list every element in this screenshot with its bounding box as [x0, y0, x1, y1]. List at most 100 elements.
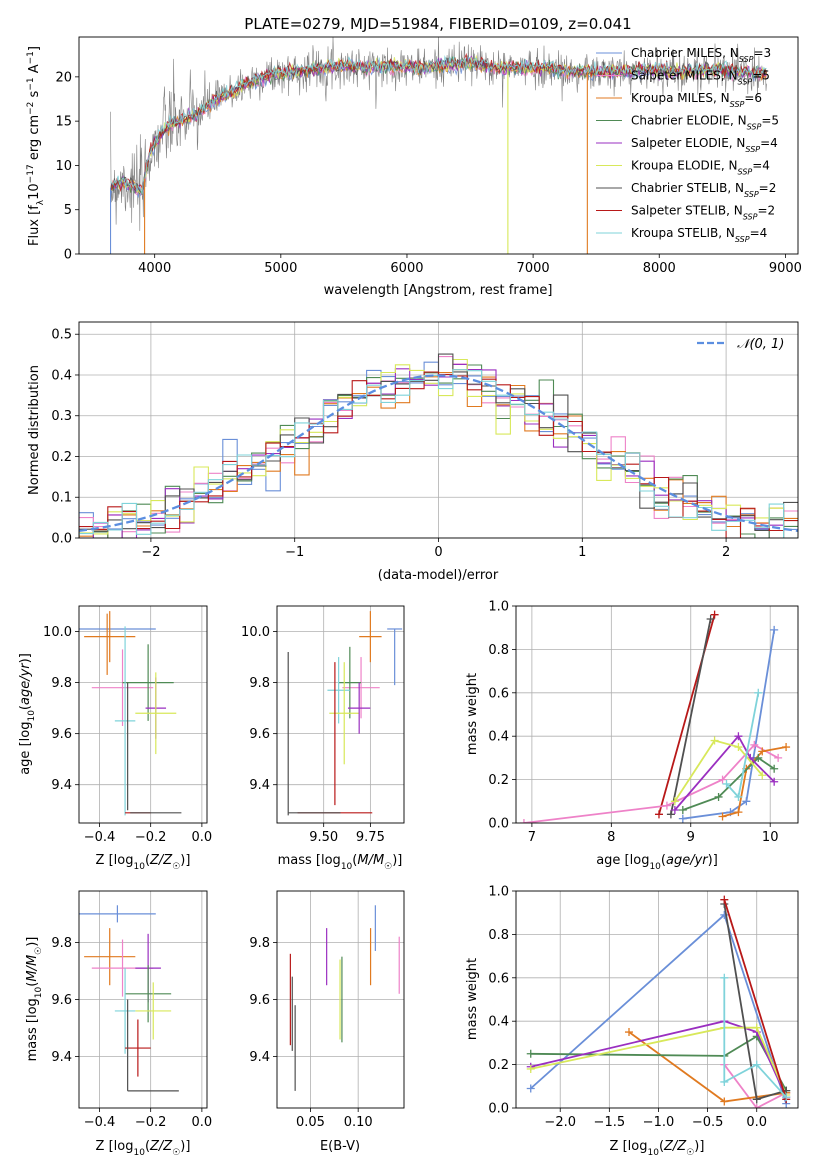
- x-tick-label: 4000: [138, 261, 171, 276]
- y-tick-label: 0.4: [488, 730, 509, 745]
- legend-text: Kroupa ELODIE, N: [631, 159, 738, 173]
- x-tick-label: 10: [762, 830, 779, 845]
- legend-label: Salpeter STELIB, NSSP=2: [631, 204, 775, 222]
- axes-frame: [78, 890, 208, 1109]
- y-tick-label: 9.8: [51, 936, 72, 951]
- legend-count: =3: [753, 46, 771, 60]
- series-line: [674, 734, 775, 811]
- legend-label: Kroupa STELIB, NSSP=4: [631, 226, 767, 244]
- label-part: mass [log: [278, 853, 341, 868]
- legend-text: Salpeter ELODIE, N: [631, 136, 745, 150]
- legend-text: Kroupa MILES, N: [631, 91, 730, 105]
- legend-subscript: SSP: [743, 212, 758, 221]
- series-marker: [734, 743, 743, 752]
- legend-subscript: SSP: [738, 77, 753, 86]
- y-tick-label: 20: [55, 70, 72, 85]
- label-part: age/yr: [666, 853, 709, 868]
- x-tick-label: 8: [607, 830, 615, 845]
- x-tick-label: −1.0: [643, 1115, 675, 1130]
- series-line: [530, 1020, 788, 1098]
- label-part: erg cm: [27, 115, 42, 164]
- series-marker: [666, 810, 675, 819]
- y-tick-label: 9.6: [249, 727, 270, 742]
- series-line: [682, 629, 776, 820]
- label-part: mass [log: [25, 998, 40, 1061]
- series-marker: [678, 814, 687, 823]
- label-part: M/M: [357, 853, 384, 868]
- legend-text: Chabrier ELODIE, N: [631, 114, 747, 128]
- legend-text: Chabrier STELIB, N: [631, 181, 744, 195]
- label-part: ☉: [384, 862, 392, 872]
- legend-count: =2: [757, 204, 775, 218]
- x-tick-label: −0.4: [84, 1115, 116, 1130]
- y-tick-label: 0.0: [488, 817, 509, 832]
- y-tick-label: 9.8: [249, 936, 270, 951]
- y-tick-label: 9.4: [249, 778, 270, 793]
- series-marker: [770, 625, 779, 634]
- label-part: ]: [27, 46, 42, 51]
- series-marker: [720, 895, 729, 904]
- axes-frame: [78, 36, 799, 255]
- label-part: )]: [25, 937, 40, 947]
- series-line: [682, 756, 775, 811]
- plot-area: [79, 606, 207, 823]
- y-tick-label: 10: [55, 159, 72, 174]
- x-axis-label: age [log10(age/yr)]: [596, 853, 718, 872]
- y-tick-label: 9.6: [51, 993, 72, 1008]
- legend-text: Salpeter MILES, N: [631, 69, 738, 83]
- legend-label: Chabrier STELIB, NSSP=2: [631, 181, 776, 199]
- series-line: [723, 977, 787, 1098]
- x-tick-label: 5000: [264, 261, 297, 276]
- plot-area: [79, 891, 207, 1108]
- series-marker: [718, 812, 727, 821]
- series-marker: [718, 775, 727, 784]
- y-tick-label: 15: [55, 115, 72, 130]
- y-tick-label: 0.8: [488, 928, 509, 943]
- axes-frame: [515, 890, 799, 1109]
- y-tick-label: 0.5: [51, 328, 72, 343]
- x-tick-label: −0.5: [692, 1115, 724, 1130]
- normal-curve: [79, 374, 798, 533]
- label-part: age [log: [596, 853, 649, 868]
- legend-count: =6: [744, 91, 762, 105]
- label-part: 10: [649, 862, 661, 872]
- plot-area: [277, 891, 404, 1108]
- x-tick-label: 6000: [390, 261, 423, 276]
- label-part: Flux [f: [27, 205, 42, 246]
- y-tick-label: 9.6: [249, 993, 270, 1008]
- series-marker: [722, 779, 731, 788]
- series-marker: [758, 747, 767, 756]
- x-tick-label: 0.0: [192, 830, 213, 845]
- legend-label: Kroupa ELODIE, NSSP=4: [631, 159, 770, 177]
- x-tick-label: 0.0: [746, 1115, 767, 1130]
- model-spectrum: [110, 52, 767, 193]
- x-tick-label: 9: [687, 830, 695, 845]
- model-spectrum: [110, 58, 767, 194]
- legend-subscript: SSP: [735, 235, 750, 244]
- y-axis-label: Flux [fλ10−17 erg cm−2 s−1 A−1]: [26, 46, 46, 246]
- series-marker: [624, 1028, 633, 1037]
- x-tick-label: −0.4: [84, 830, 116, 845]
- x-tick-label: −2.0: [544, 1115, 576, 1130]
- y-tick-label: 0.2: [488, 1058, 509, 1073]
- legend-label: Salpeter MILES, NSSP=5: [631, 69, 770, 87]
- label-part: 10: [27, 183, 42, 200]
- axes-frame: [78, 605, 208, 824]
- x-tick-label: 7000: [517, 261, 550, 276]
- series-marker: [526, 1064, 535, 1073]
- series-marker: [714, 792, 723, 801]
- series-line: [670, 618, 712, 815]
- series-marker: [770, 777, 779, 786]
- series-marker: [770, 764, 779, 773]
- label-part: ☉: [172, 862, 180, 872]
- series-marker: [670, 797, 679, 806]
- x-tick-label: −0.2: [135, 1115, 167, 1130]
- label-part: ☉: [686, 1148, 694, 1158]
- series-marker: [758, 771, 767, 780]
- legend-label: 𝒩(0, 1): [737, 337, 784, 352]
- legend-label: Kroupa MILES, NSSP=6: [631, 91, 762, 109]
- series-marker: [662, 801, 671, 810]
- series-marker: [670, 805, 679, 814]
- y-tick-label: 0.8: [488, 643, 509, 658]
